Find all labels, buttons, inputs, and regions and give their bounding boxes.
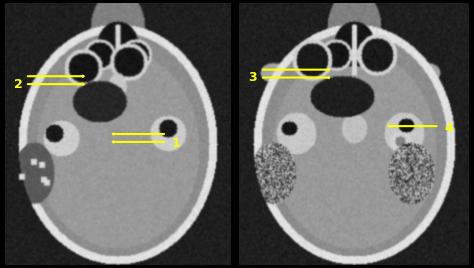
Text: 4: 4 bbox=[444, 122, 453, 135]
Text: 1: 1 bbox=[172, 137, 180, 150]
Text: 2: 2 bbox=[14, 78, 22, 91]
Text: 3: 3 bbox=[248, 71, 257, 84]
